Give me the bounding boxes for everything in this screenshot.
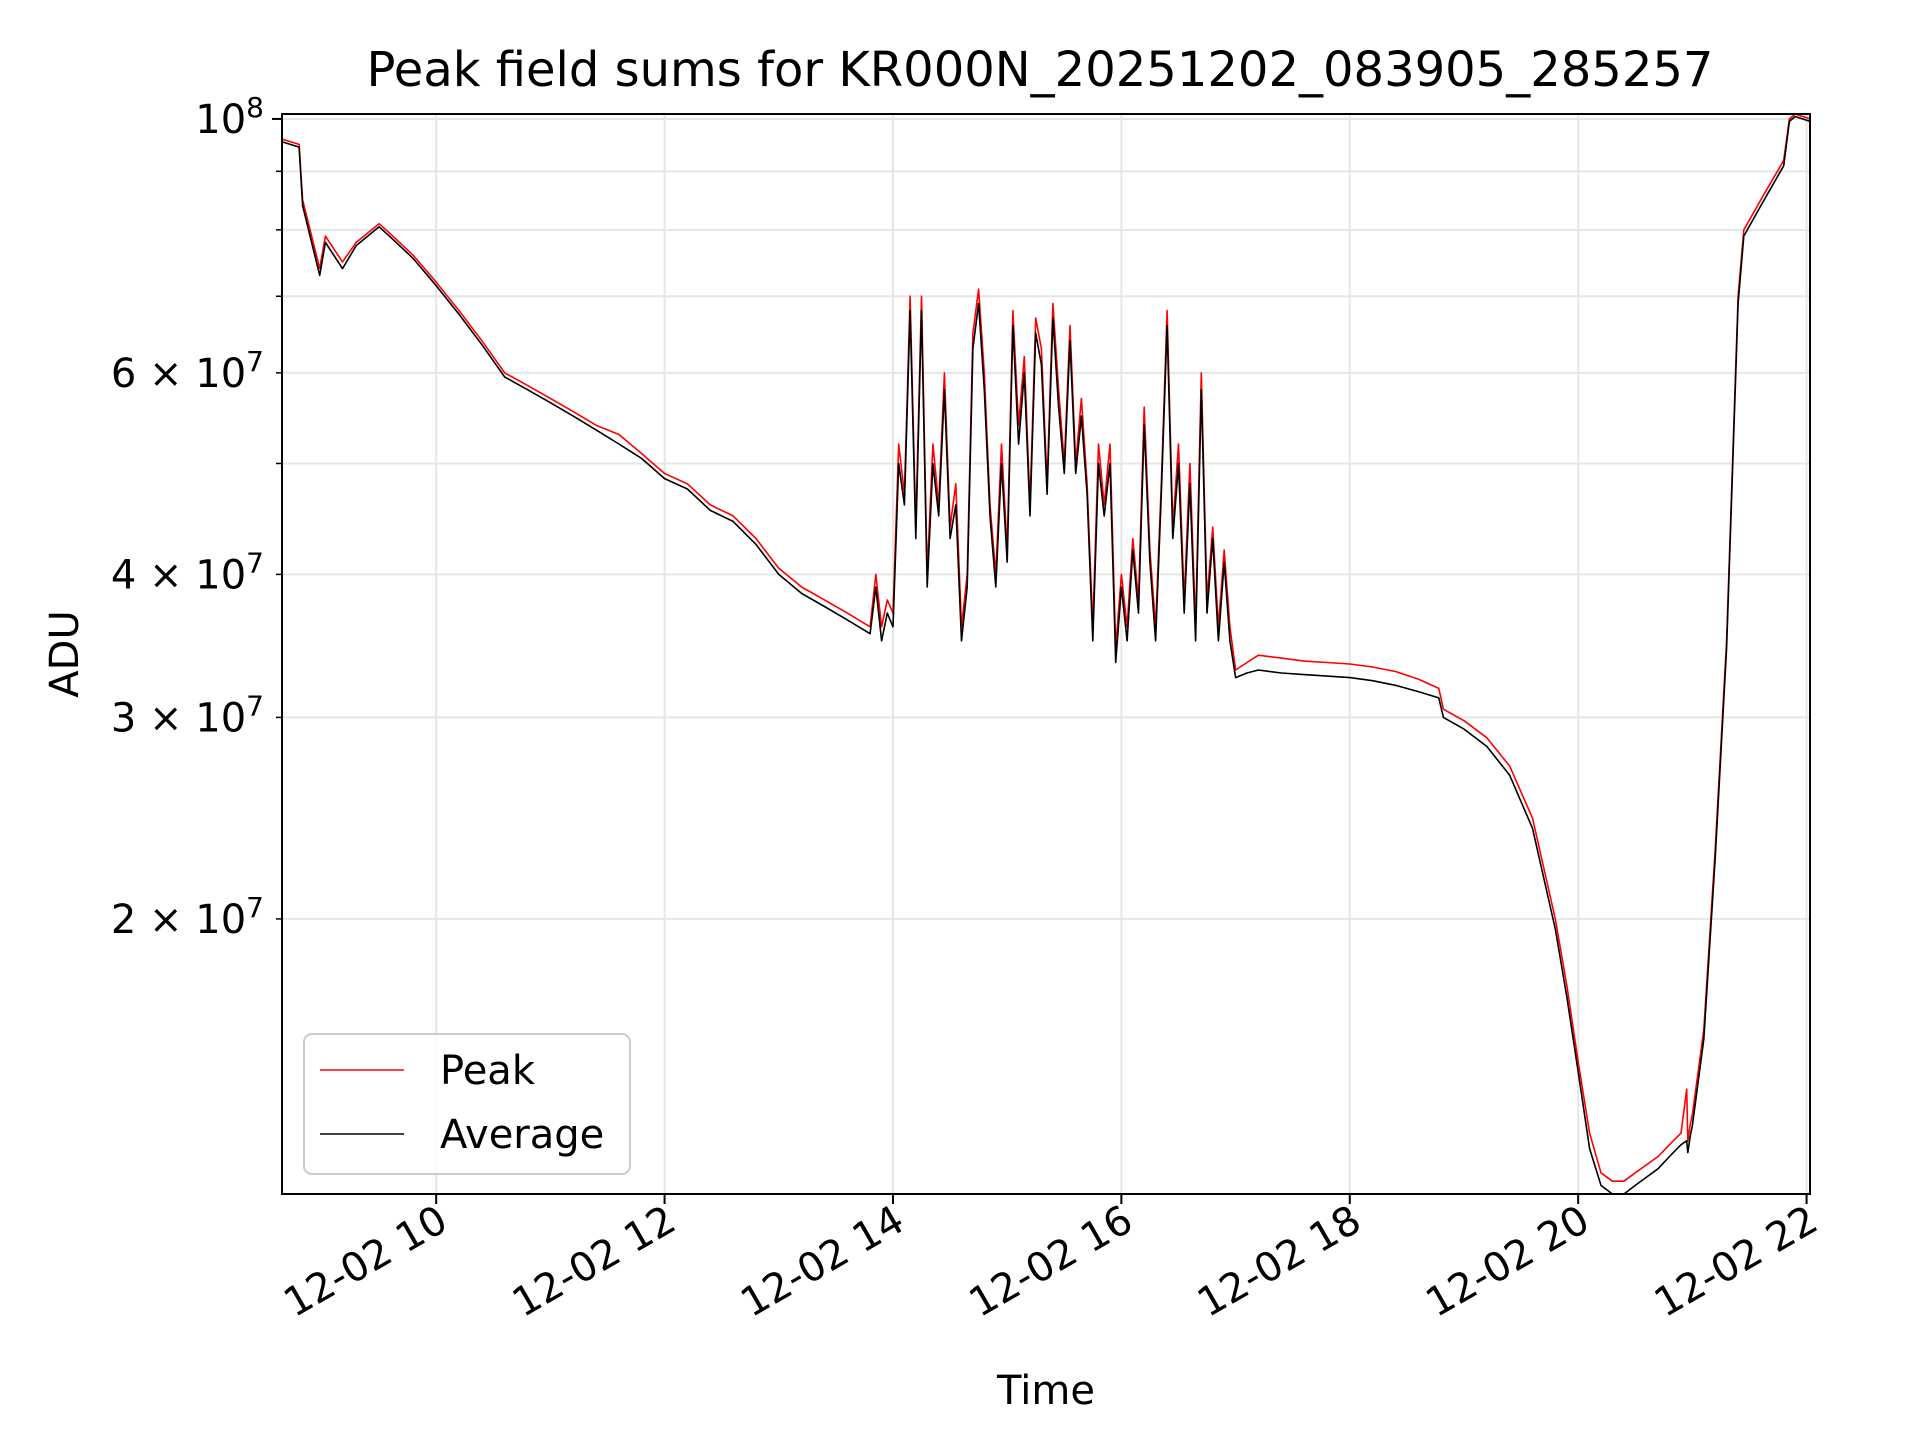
x-tick-label: 12-02 12 [505, 1197, 684, 1327]
axes-frame [281, 113, 1811, 1195]
series-line-average [282, 115, 1810, 1194]
legend-label-peak: Peak [440, 1048, 536, 1094]
legend-box [303, 1033, 631, 1175]
x-axis-label: Time [996, 1368, 1095, 1414]
y-tick-label: 3 × 107 [111, 689, 264, 741]
x-tick-label: 12-02 20 [1418, 1197, 1597, 1327]
grid-layer [282, 114, 1810, 1194]
x-tick-label: 12-02 22 [1647, 1197, 1826, 1327]
x-tick-label: 12-02 10 [276, 1197, 455, 1327]
y-axis-label: ADU [42, 610, 88, 697]
x-tick-label: 12-02 18 [1190, 1197, 1369, 1327]
series-line-peak [282, 114, 1810, 1182]
x-tick-label: 12-02 16 [962, 1197, 1141, 1327]
legend: Peak Average [303, 1033, 631, 1175]
y-tick-label: 4 × 107 [111, 546, 264, 598]
y-tick-label: 108 [195, 91, 264, 143]
legend-label-average: Average [440, 1112, 604, 1158]
y-tick-label: 6 × 107 [111, 345, 264, 397]
series-layer [282, 114, 1810, 1194]
y-tick-label: 2 × 107 [111, 891, 264, 943]
chart-title: Peak field sums for KR000N_20251202_0839… [367, 42, 1714, 98]
x-tick-label: 12-02 14 [733, 1197, 912, 1327]
